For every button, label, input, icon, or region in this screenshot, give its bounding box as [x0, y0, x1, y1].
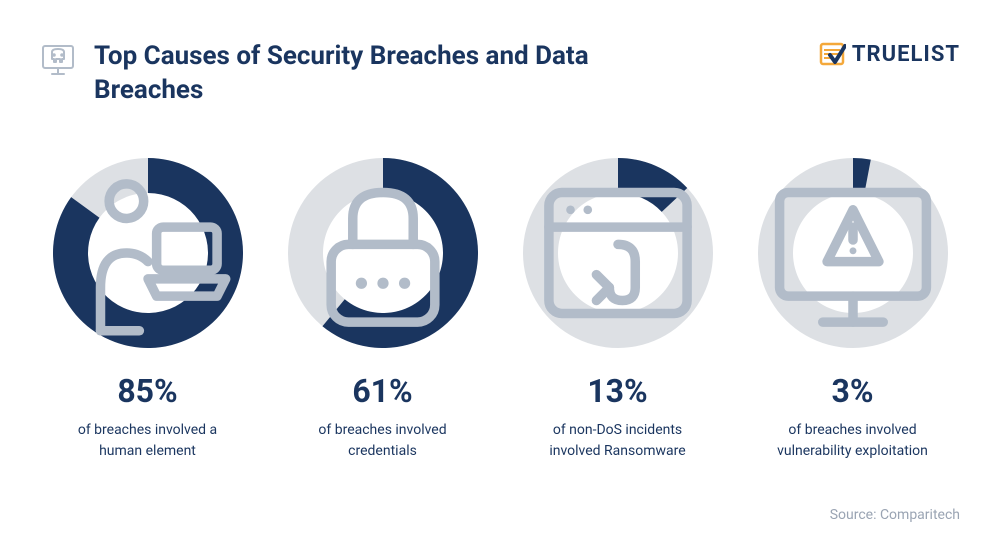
title-group: Top Causes of Security Breaches and Data…	[40, 40, 614, 108]
phishing-icon	[523, 158, 713, 348]
stat-description: of breaches involved credentials	[293, 420, 473, 462]
stat-ransomware: 13% of non-DoS incidents involved Ransom…	[510, 158, 725, 462]
stat-description: of breaches involved vulnerability explo…	[763, 420, 943, 462]
truelist-logo-icon	[818, 40, 846, 68]
alert-monitor-icon	[758, 158, 948, 348]
donut-chart	[523, 158, 713, 348]
page-title: Top Causes of Security Breaches and Data…	[94, 40, 614, 108]
logo: TRUELIST	[818, 40, 960, 68]
stat-description: of non-DoS incidents involved Ransomware	[528, 420, 708, 462]
stat-description: of breaches involved a human element	[58, 420, 238, 462]
logo-text: TRUELIST	[852, 42, 960, 67]
stat-human-element: 85% of breaches involved a human element	[40, 158, 255, 462]
stat-value: 61%	[352, 372, 412, 410]
skull-monitor-icon	[40, 42, 76, 78]
stat-value: 85%	[117, 372, 177, 410]
stat-value: 3%	[831, 372, 873, 410]
stat-vulnerability: 3% of breaches involved vulnerability ex…	[745, 158, 960, 462]
donut-chart	[758, 158, 948, 348]
lock-icon	[288, 158, 478, 348]
source-text: Source: Comparitech	[830, 507, 960, 523]
stat-credentials: 61% of breaches involved credentials	[275, 158, 490, 462]
donut-chart	[53, 158, 243, 348]
donut-chart	[288, 158, 478, 348]
header: Top Causes of Security Breaches and Data…	[40, 40, 960, 108]
charts-row: 85% of breaches involved a human element…	[40, 158, 960, 462]
stat-value: 13%	[587, 372, 647, 410]
person-laptop-icon	[53, 158, 243, 348]
